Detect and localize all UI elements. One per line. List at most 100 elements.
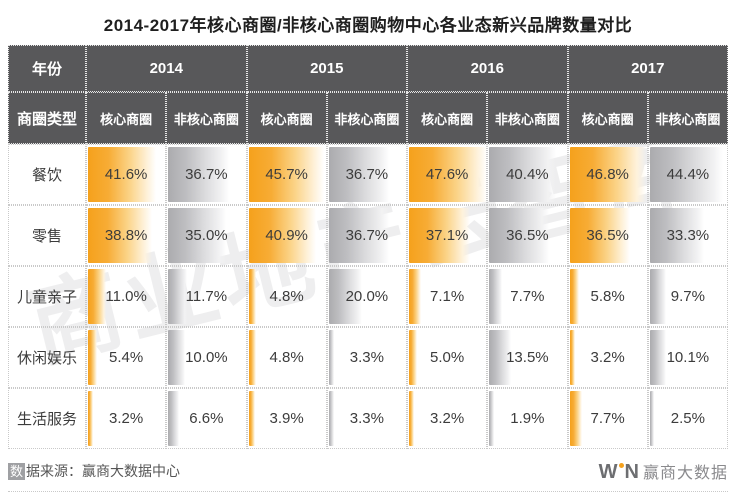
year-header-cell: 年份 — [8, 45, 86, 92]
core-data-bar — [409, 147, 487, 202]
table-cell: 40.4% — [487, 144, 568, 205]
table-cell: 5.0% — [407, 327, 488, 388]
noncore-data-bar — [168, 269, 188, 324]
year-2017-header: 2017 — [567, 45, 728, 92]
table-cell: 9.7% — [647, 266, 728, 327]
noncore-data-bar — [649, 208, 705, 263]
core-data-bar — [409, 269, 421, 324]
core-data-bar — [569, 147, 647, 202]
noncore-data-bar — [328, 208, 390, 263]
table-cell: 38.8% — [86, 205, 167, 266]
core-data-bar — [248, 208, 316, 263]
row-label-catering: 餐饮 — [8, 144, 86, 205]
page-title: 2014-2017年核心商圈/非核心商圈购物中心各业态新兴品牌数量对比 — [103, 16, 633, 35]
table-cell: 45.7% — [246, 144, 327, 205]
noncore-data-bar — [489, 269, 502, 324]
table-cell: 41.6% — [86, 144, 167, 205]
subheader-core-2016: 核心商圈 — [407, 92, 488, 144]
core-data-bar — [248, 269, 257, 324]
core-data-bar — [569, 330, 575, 385]
noncore-data-bar — [489, 147, 556, 202]
subheader-noncore-2016: 非核心商圈 — [487, 92, 568, 144]
source-text: 据来源：赢商大数据中心 — [26, 463, 181, 479]
table-cell: 36.7% — [166, 144, 247, 205]
core-data-bar — [88, 330, 97, 385]
row-label-retail: 零售 — [8, 205, 86, 266]
core-data-bar — [569, 391, 583, 446]
core-data-bar — [88, 208, 152, 263]
table-cell: 20.0% — [326, 266, 407, 327]
noncore-data-bar — [489, 391, 494, 446]
table-cell: 36.7% — [326, 144, 407, 205]
table-cell: 2.5% — [647, 388, 728, 449]
table-cell: 7.7% — [487, 266, 568, 327]
noncore-data-bar — [649, 330, 667, 385]
data-source: 数据来源：赢商大数据中心 — [8, 461, 180, 481]
core-data-bar — [88, 147, 157, 202]
table-cell: 36.5% — [567, 205, 648, 266]
subheader-core-2014: 核心商圈 — [86, 92, 167, 144]
table-cell: 10.0% — [166, 327, 247, 388]
comparison-table: 年份 2014 2015 2016 2017 商圈类型 核心商圈 非核心商圈 核… — [8, 45, 728, 449]
year-2015-header: 2015 — [246, 45, 407, 92]
table-cell: 1.9% — [487, 388, 568, 449]
source-badge: 数 — [8, 462, 26, 480]
table-cell: 3.2% — [86, 388, 167, 449]
year-2016-header: 2016 — [407, 45, 568, 92]
table-cell: 44.4% — [647, 144, 728, 205]
table-cell: 47.6% — [407, 144, 488, 205]
noncore-data-bar — [489, 330, 512, 385]
logo-dot-icon — [618, 463, 624, 468]
table-cell: 11.7% — [166, 266, 247, 327]
core-data-bar — [248, 391, 255, 446]
core-data-bar — [409, 330, 418, 385]
table-cell: 3.2% — [567, 327, 648, 388]
row-label-kids: 儿童亲子 — [8, 266, 86, 327]
table-cell: 3.9% — [246, 388, 327, 449]
table-cell: 4.8% — [246, 327, 327, 388]
core-data-bar — [409, 391, 415, 446]
year-2014-header: 2014 — [86, 45, 247, 92]
table-cell: 6.6% — [166, 388, 247, 449]
core-data-bar — [248, 330, 257, 385]
table-cell: 37.1% — [407, 205, 488, 266]
noncore-data-bar — [328, 391, 335, 446]
core-data-bar — [409, 208, 470, 263]
subheader-noncore-2017: 非核心商圈 — [647, 92, 728, 144]
noncore-data-bar — [489, 208, 550, 263]
table-cell: 10.1% — [647, 327, 728, 388]
winshang-logo-text: 赢商大数据 — [642, 465, 728, 482]
subheader-noncore-2015: 非核心商圈 — [326, 92, 407, 144]
core-data-bar — [88, 269, 107, 324]
row-label-leisure: 休闲娱乐 — [8, 327, 86, 388]
noncore-data-bar — [168, 330, 185, 385]
table-cell: 33.3% — [647, 205, 728, 266]
noncore-data-bar — [328, 330, 335, 385]
noncore-data-bar — [649, 147, 723, 202]
noncore-data-bar — [168, 208, 226, 263]
table-cell: 40.9% — [246, 205, 327, 266]
core-data-bar — [88, 391, 94, 446]
noncore-data-bar — [649, 269, 666, 324]
table-cell: 35.0% — [166, 205, 247, 266]
table-cell: 3.2% — [407, 388, 488, 449]
subheader-core-2015: 核心商圈 — [246, 92, 327, 144]
table-cell: 36.5% — [487, 205, 568, 266]
noncore-data-bar — [328, 269, 362, 324]
type-header-cell: 商圈类型 — [8, 92, 86, 144]
table-cell: 5.8% — [567, 266, 648, 327]
subheader-noncore-2014: 非核心商圈 — [166, 92, 247, 144]
table-cell: 5.4% — [86, 327, 167, 388]
table-cell: 7.1% — [407, 266, 488, 327]
table-cell: 13.5% — [487, 327, 568, 388]
table-cell: 3.3% — [326, 388, 407, 449]
core-data-bar — [569, 269, 580, 324]
table-cell: 7.7% — [567, 388, 648, 449]
row-label-life-services: 生活服务 — [8, 388, 86, 449]
table-cell: 4.8% — [246, 266, 327, 327]
table-cell: 46.8% — [567, 144, 648, 205]
noncore-data-bar — [168, 147, 229, 202]
